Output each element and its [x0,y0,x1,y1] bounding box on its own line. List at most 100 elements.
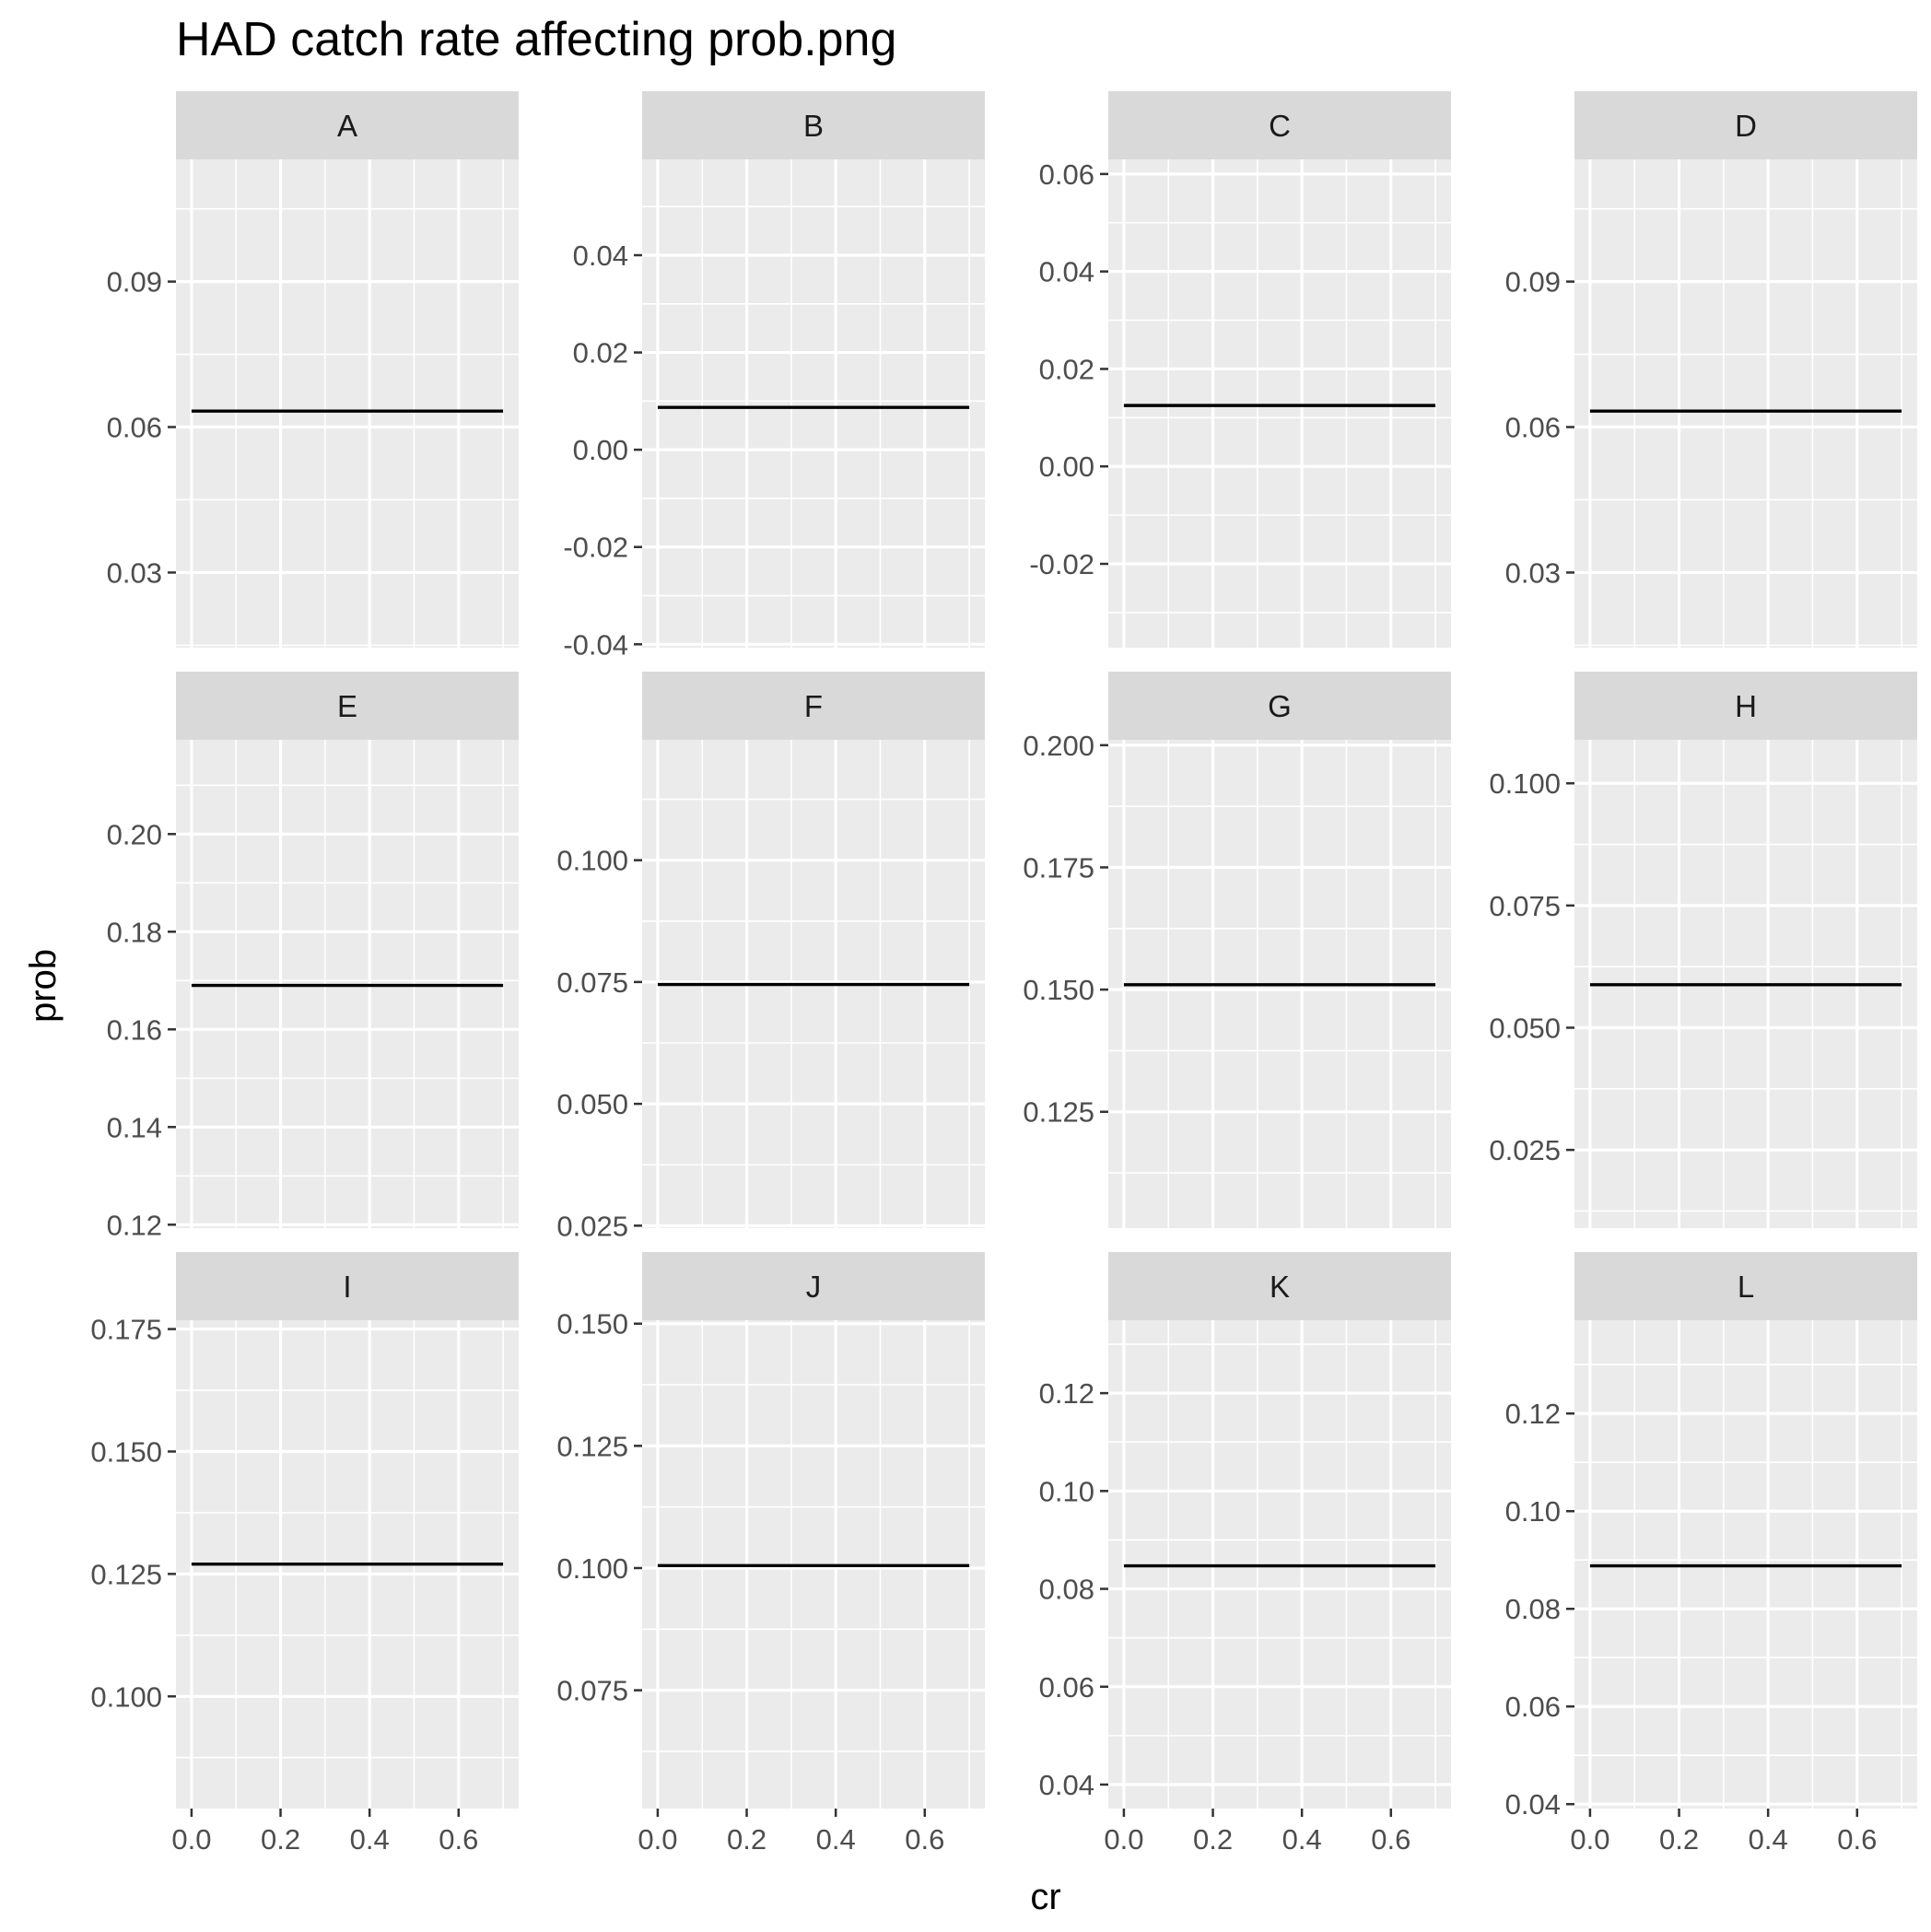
y-tick-label: 0.10 [1505,1495,1561,1528]
strip-e [176,672,519,740]
y-tick-label: 0.08 [1505,1593,1561,1625]
y-tick-label: 0.175 [90,1314,162,1346]
x-tick-label: 0.0 [638,1823,677,1856]
y-tick-label: 0.03 [1505,556,1561,589]
y-tick-label: 0.100 [1489,767,1561,800]
x-tick-label: 0.0 [1104,1823,1143,1856]
x-axis-title: cr [1030,1877,1060,1917]
x-tick-label: 0.2 [727,1823,767,1856]
y-tick-label: -0.04 [563,628,628,661]
strip-label-f: F [804,689,823,723]
y-tick-label: 0.025 [556,1210,628,1242]
strip-k [1108,1252,1451,1320]
x-tick-label: 0.4 [816,1823,856,1856]
y-tick-label: -0.02 [563,532,628,564]
y-axis-title: prob [23,949,64,1023]
strip-j [642,1252,985,1320]
x-tick-label: 0.4 [350,1823,390,1856]
y-tick-label: 0.150 [1023,974,1094,1006]
strip-f [642,672,985,740]
panel-l: L 0.04 0.06 0.08 0.10 0.12 0.0 0.2 0.4 0.6 [1505,1252,1917,1856]
y-tick-label: 0.06 [1505,1691,1561,1723]
panel-background-a [176,159,519,648]
chart-title: HAD catch rate affecting prob.png [176,13,896,66]
y-tick-label: 0.12 [1505,1398,1561,1430]
y-tick-label: 0.150 [90,1435,162,1468]
panel-h: H 0.025 0.050 0.075 0.100 [1489,672,1917,1228]
strip-label-i: I [343,1270,351,1304]
y-tick-label: 0.06 [107,412,162,444]
panel-g: G 0.125 0.150 0.175 0.200 [1023,672,1451,1228]
y-tick-label: 0.18 [107,916,162,948]
x-tick-label: 0.6 [905,1823,944,1856]
x-tick-label: 0.0 [171,1823,211,1856]
y-tick-label: 0.06 [1039,1671,1094,1704]
strip-label-a: A [337,109,357,143]
y-tick-label: 0.075 [1489,890,1561,922]
x-tick-label: 0.6 [1371,1823,1410,1856]
panel-c: C -0.02 0.00 0.02 0.04 0.06 [1029,91,1451,648]
x-tick-label: 0.2 [261,1823,300,1856]
y-tick-label: 0.06 [1505,412,1561,444]
x-tick-label: 0.2 [1193,1823,1233,1856]
y-tick-label: 0.14 [107,1111,162,1143]
y-tick-label: 0.100 [90,1680,162,1713]
strip-label-e: E [337,689,357,723]
y-tick-label: 0.075 [556,1675,628,1707]
y-tick-label: 0.125 [1023,1096,1094,1129]
y-tick-label: 0.04 [1039,1769,1094,1801]
y-tick-label: 0.00 [573,434,628,466]
y-tick-label: 0.050 [556,1088,628,1120]
facet-panels: A 0.03 0.06 0.09 B -0.04 -0.02 0.00 0.02 0.04 C -0.… [90,91,1917,1856]
panel-k: K 0.04 0.06 0.08 0.10 0.12 0.0 0.2 0.4 0.6 [1039,1252,1451,1856]
strip-label-j: J [806,1270,822,1304]
x-tick-label: 0.4 [1749,1823,1788,1856]
y-tick-label: 0.175 [1023,851,1094,884]
y-tick-label: 0.125 [90,1558,162,1590]
strip-label-h: H [1735,689,1757,723]
strip-label-c: C [1269,109,1291,143]
y-tick-label: 0.12 [107,1209,162,1241]
x-tick-label: 0.0 [1570,1823,1609,1856]
strip-b [642,91,985,159]
panel-f: F 0.025 0.050 0.075 0.100 [556,672,985,1242]
y-tick-label: 0.12 [1039,1377,1094,1410]
panel-background-d [1574,159,1917,648]
y-tick-label: -0.02 [1029,548,1094,580]
strip-g [1108,672,1451,740]
panel-b: B -0.04 -0.02 0.00 0.02 0.04 [563,91,985,661]
x-tick-label: 0.6 [1837,1823,1877,1856]
y-tick-label: 0.08 [1039,1574,1094,1606]
y-tick-label: 0.075 [556,966,628,999]
y-tick-label: 0.200 [1023,730,1094,762]
x-tick-label: 0.4 [1282,1823,1322,1856]
y-tick-label: 0.10 [1039,1475,1094,1507]
strip-c [1108,91,1451,159]
strip-d [1574,91,1917,159]
panel-a: A 0.03 0.06 0.09 [107,91,519,648]
strip-label-l: L [1738,1270,1754,1304]
panel-i: I 0.100 0.125 0.150 0.175 0.0 0.2 0.4 0.6 [90,1252,519,1856]
panel-e: E 0.12 0.14 0.16 0.18 0.20 [107,672,519,1241]
y-tick-label: 0.125 [556,1430,628,1462]
x-tick-label: 0.6 [439,1823,478,1856]
y-tick-label: 0.150 [556,1308,628,1341]
y-tick-label: 0.00 [1039,451,1094,483]
y-tick-label: 0.04 [1505,1788,1561,1821]
panel-background-c [1108,159,1451,648]
y-tick-label: 0.100 [556,1552,628,1585]
panel-j: J 0.075 0.100 0.125 0.150 0.0 0.2 0.4 0.6 [556,1252,985,1856]
y-tick-label: 0.02 [573,337,628,369]
strip-a [176,91,519,159]
y-tick-label: 0.09 [1505,266,1561,299]
strip-l [1574,1252,1917,1320]
y-tick-label: 0.06 [1039,158,1094,191]
x-tick-label: 0.2 [1659,1823,1699,1856]
strip-label-g: G [1268,689,1292,723]
strip-label-d: D [1735,109,1757,143]
y-tick-label: 0.04 [1039,256,1094,288]
y-tick-label: 0.050 [1489,1012,1561,1044]
strip-label-b: B [803,109,824,143]
y-tick-label: 0.02 [1039,353,1094,385]
